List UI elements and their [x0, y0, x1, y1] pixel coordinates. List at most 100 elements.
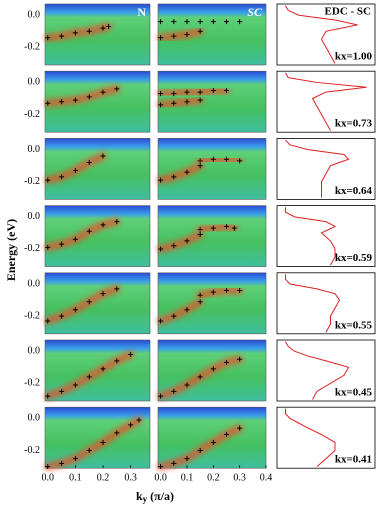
y-tick-label: 0.0	[28, 346, 41, 357]
edc-title: EDC - SC	[325, 6, 372, 18]
kx-label: kx=0.41	[335, 454, 372, 466]
x-tick-label: 0.2	[207, 472, 220, 483]
y-tick-label: 0.0	[28, 278, 41, 289]
dispersion-point	[72, 307, 78, 313]
dispersion-point	[86, 228, 92, 234]
intensity-band	[157, 86, 230, 98]
intensity-band	[196, 286, 244, 299]
dispersion-point	[100, 366, 106, 372]
dispersion-point	[184, 382, 190, 388]
dispersion-point	[223, 359, 229, 365]
intensity-map	[44, 272, 151, 335]
dispersion-point	[59, 460, 65, 466]
dispersion-point	[171, 91, 177, 97]
y-tick-label: 0.0	[28, 211, 41, 222]
intensity-band	[157, 230, 204, 253]
dispersion-point	[223, 87, 229, 93]
dispersion-point	[171, 388, 177, 394]
intensity-band	[196, 155, 244, 165]
dispersion-point	[184, 89, 190, 95]
dispersion-point	[223, 223, 229, 229]
dispersion-point	[72, 168, 78, 174]
dispersion-point	[100, 440, 106, 446]
edc-curve	[285, 207, 337, 266]
dispersion-point	[197, 448, 203, 454]
dispersion-point	[59, 388, 65, 394]
dispersion-point	[197, 19, 203, 25]
dispersion-point	[114, 86, 120, 92]
dispersion-point	[59, 313, 65, 319]
dispersion-point	[197, 97, 203, 103]
dispersion-point	[45, 244, 51, 250]
dispersion-point	[158, 177, 164, 183]
kx-label: kx=0.59	[335, 252, 373, 264]
dispersion-point	[128, 351, 134, 357]
dispersion-point	[59, 241, 65, 247]
dispersion-point	[237, 425, 243, 431]
dispersion-point	[100, 222, 106, 228]
kx-label: kx=1.00	[335, 51, 373, 63]
dispersion-point	[59, 33, 65, 39]
dispersion-point	[184, 238, 190, 244]
intensity-band	[44, 218, 121, 251]
intensity-band	[157, 27, 204, 42]
x-axis-label-part: k	[136, 489, 143, 503]
intensity-band	[157, 298, 204, 325]
dispersion-point	[45, 318, 51, 324]
y-tick-label: 0.0	[28, 10, 41, 21]
y-tick-label: 0.0	[28, 144, 41, 155]
edc-panel	[276, 137, 376, 200]
dispersion-point	[72, 236, 78, 242]
dispersion-point	[184, 99, 190, 105]
dispersion-point	[59, 174, 65, 180]
dispersion-point	[210, 366, 216, 372]
edc-curve	[285, 72, 367, 131]
panel-label: N	[137, 5, 146, 19]
edc-curve	[285, 139, 350, 198]
dispersion-point	[158, 102, 164, 108]
dispersion-point	[184, 456, 190, 462]
y-tick-label: -0.2	[24, 243, 40, 254]
y-tick-label: -0.2	[24, 42, 40, 53]
dispersion-point	[184, 19, 190, 25]
dispersion-point	[114, 286, 120, 292]
dispersion-point	[210, 87, 216, 93]
x-tick-label: 0.3	[233, 472, 246, 483]
edc-curve	[285, 341, 350, 400]
intensity-band	[44, 416, 143, 471]
dispersion-point	[184, 32, 190, 37]
dispersion-point	[197, 292, 203, 298]
dispersion-point	[114, 219, 120, 225]
dispersion-point	[197, 163, 203, 169]
x-axis-label: ky (π/a)	[136, 489, 174, 504]
dispersion-point	[184, 169, 190, 175]
y-tick-label: 0.0	[28, 77, 41, 88]
dispersion-point	[210, 156, 216, 162]
dispersion-point	[158, 246, 164, 252]
dispersion-point	[72, 382, 78, 388]
dispersion-point	[114, 358, 120, 364]
dispersion-point	[86, 299, 92, 305]
intensity-map	[44, 138, 151, 200]
x-axis-label-part: (π/a)	[147, 489, 174, 503]
dispersion-point	[45, 393, 51, 399]
kx-label: kx=0.73	[335, 118, 373, 130]
dispersion-point	[45, 35, 51, 41]
dispersion-point	[171, 243, 177, 249]
dispersion-point	[100, 89, 106, 95]
intensity-band	[44, 285, 121, 325]
dispersion-point	[197, 89, 203, 95]
x-tick-label: 0.4	[260, 472, 273, 483]
intensity-band	[157, 96, 204, 109]
dispersion-point	[100, 25, 106, 31]
dispersion-point	[223, 156, 229, 162]
dispersion-point	[158, 318, 164, 324]
edc-curve	[285, 408, 336, 467]
x-tick-label: 0.2	[97, 472, 110, 483]
kx-label: kx=0.64	[335, 185, 373, 197]
dispersion-point	[158, 35, 164, 41]
dispersion-point	[197, 299, 203, 305]
x-tick-label: 0.1	[69, 472, 82, 483]
intensity-map	[157, 272, 267, 335]
